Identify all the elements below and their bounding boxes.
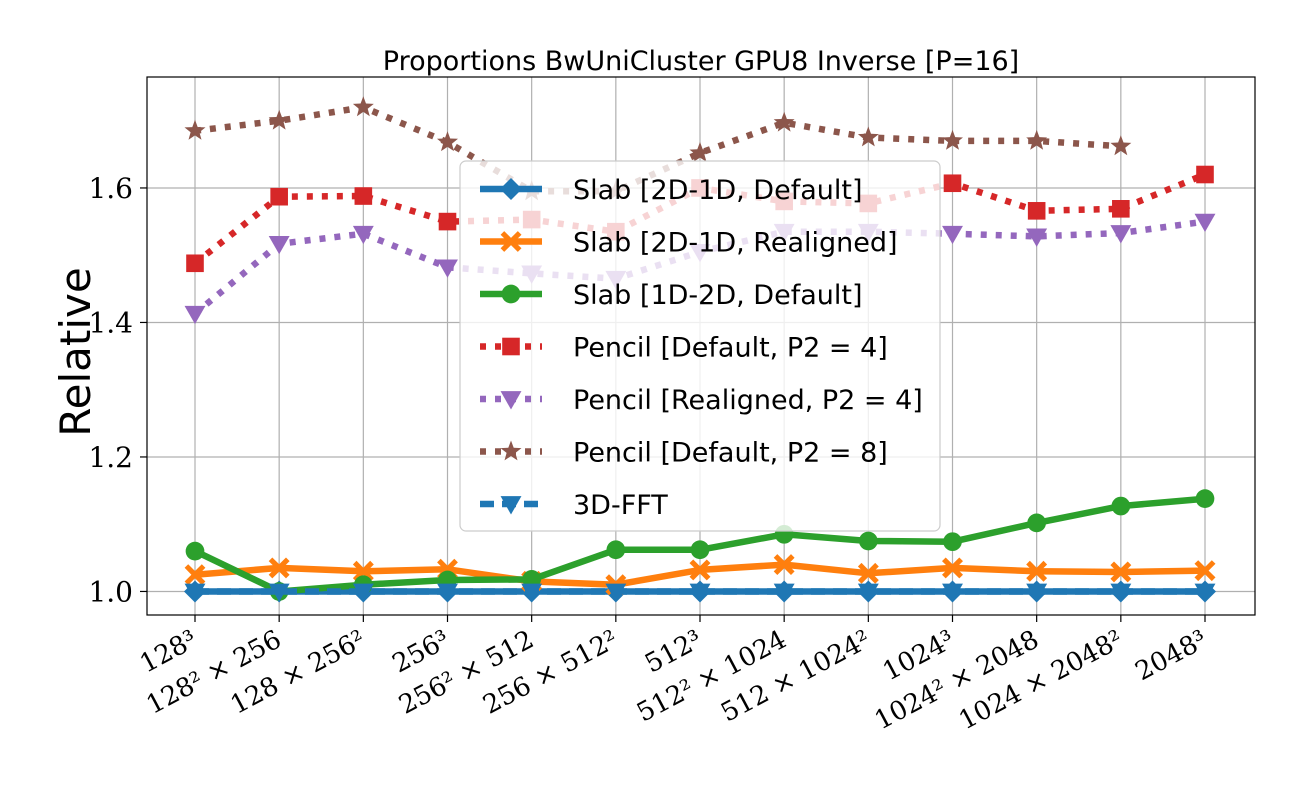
data-point [1026, 583, 1048, 602]
data-point [1110, 561, 1132, 583]
legend-label: Pencil [Default, P2 = 4] [573, 333, 888, 364]
data-point [500, 231, 522, 252]
data-point [352, 96, 374, 117]
data-point [500, 496, 522, 515]
y-tick-label: 1.0 [88, 575, 133, 608]
data-point [1110, 583, 1132, 602]
data-point [773, 583, 795, 602]
data-point [689, 583, 711, 602]
data-point [354, 187, 373, 205]
data-point [268, 557, 290, 579]
legend-label: Pencil [Realigned, P2 = 4] [573, 385, 923, 416]
data-point [184, 119, 206, 140]
data-point [437, 259, 458, 278]
data-point [500, 178, 522, 200]
data-point [437, 583, 458, 602]
legend-label: Slab [2D-1D, Default] [573, 175, 862, 206]
legend-label: Slab [2D-1D, Realigned] [573, 228, 898, 259]
data-point [438, 212, 457, 231]
data-point [942, 557, 963, 579]
legend: Slab [2D-1D, Default] Slab [2D-1D, Realig… [459, 160, 941, 532]
data-point [942, 583, 963, 602]
data-point [942, 129, 963, 150]
data-point [1194, 213, 1216, 233]
legend-label: Slab [1D-2D, Default] [573, 280, 862, 311]
y-tick-label: 1.4 [88, 306, 133, 339]
data-point [689, 142, 711, 162]
data-point [521, 583, 543, 602]
data-point [184, 305, 206, 325]
legend-box [459, 160, 941, 532]
data-point [857, 562, 879, 584]
data-point [689, 559, 711, 581]
data-point [185, 541, 205, 561]
plot-area-frame [146, 76, 1256, 616]
data-point [1110, 225, 1132, 244]
y-tick-label: 1.6 [88, 172, 133, 205]
data-point [1026, 560, 1048, 582]
data-point [1194, 560, 1216, 582]
data-point [605, 583, 627, 602]
data-point [1194, 583, 1216, 602]
data-point [943, 174, 962, 193]
data-point [1026, 129, 1048, 150]
data-point [606, 540, 626, 560]
data-point [857, 583, 879, 602]
data-point [1110, 135, 1132, 156]
data-point [1196, 165, 1214, 184]
data-point [500, 440, 522, 461]
data-point [1027, 513, 1047, 533]
legend-label: 3D-FFT [573, 490, 668, 521]
data-point [437, 131, 458, 152]
data-point [184, 583, 206, 602]
data-point [1026, 228, 1048, 247]
series-6 [184, 583, 1216, 602]
data-point [1112, 200, 1130, 218]
data-point [352, 560, 374, 582]
data-point [1195, 489, 1215, 509]
data-point [501, 284, 521, 304]
data-point [773, 111, 795, 132]
data-point [773, 554, 795, 575]
data-point [502, 337, 520, 356]
data-point [268, 109, 290, 130]
data-point [352, 225, 374, 245]
y-ticks: 1.0 1.2 1.4 1.6 [88, 172, 147, 608]
data-point [500, 391, 522, 410]
data-point [943, 532, 962, 552]
data-point [690, 540, 710, 560]
x-tick-label: 2048³ [1131, 625, 1213, 687]
data-point [1111, 496, 1131, 516]
data-point [184, 564, 206, 586]
data-point [942, 225, 963, 245]
data-point [270, 187, 288, 206]
data-point [268, 583, 290, 602]
data-point [352, 583, 374, 602]
data-point [858, 531, 878, 551]
y-tick-label: 1.2 [88, 441, 133, 474]
data-point [186, 254, 204, 273]
data-point [857, 126, 879, 147]
data-point [1027, 202, 1046, 220]
y-axis-label: Relative [51, 267, 100, 436]
data-point [268, 235, 290, 255]
legend-label: Pencil [Default, P2 = 8] [573, 438, 888, 469]
series-line [194, 104, 1122, 195]
chart-title: Proportions BwUniCluster GPU8 Inverse [P… [383, 46, 1019, 77]
